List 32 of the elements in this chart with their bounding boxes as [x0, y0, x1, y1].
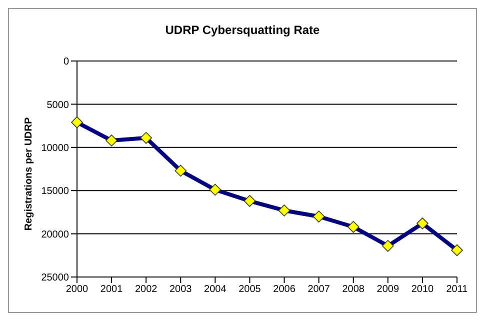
y-axis-title: Registrations per UDRP [24, 117, 34, 231]
x-tick-label: 2004 [204, 284, 227, 296]
x-tick-label: 2001 [100, 284, 124, 296]
x-tick-label: 2005 [238, 284, 262, 296]
y-tick-label: 25000 [41, 272, 70, 284]
point [451, 244, 463, 256]
y-tick-label: 15000 [41, 186, 70, 198]
x-tick-label: 2010 [411, 284, 434, 296]
x-tick-label: 2003 [170, 284, 192, 296]
x-tick-label: 2006 [273, 284, 296, 296]
point [71, 116, 83, 128]
y-tick-label: 10000 [41, 142, 70, 154]
x-tick-label: 2007 [308, 284, 330, 296]
point [209, 184, 222, 196]
y-tick-label: 5000 [46, 100, 70, 111]
point [140, 132, 152, 144]
chart-title: UDRP Cybersquatting Rate [164, 23, 321, 37]
x-tick-label: 2008 [342, 284, 365, 296]
x-tick-label: 2011 [446, 284, 468, 296]
point [382, 240, 394, 252]
x-tick-label: 2002 [134, 284, 158, 296]
point [416, 218, 428, 230]
point [106, 134, 118, 146]
point [312, 210, 325, 222]
x-tick-label: 2009 [376, 284, 400, 296]
y-tick-label: 20000 [41, 229, 70, 240]
point [244, 195, 256, 207]
point [278, 204, 290, 216]
point [347, 220, 360, 233]
x-tick-label: 2000 [66, 284, 89, 296]
y-tick-label: 0 [63, 56, 70, 68]
point [174, 164, 187, 177]
